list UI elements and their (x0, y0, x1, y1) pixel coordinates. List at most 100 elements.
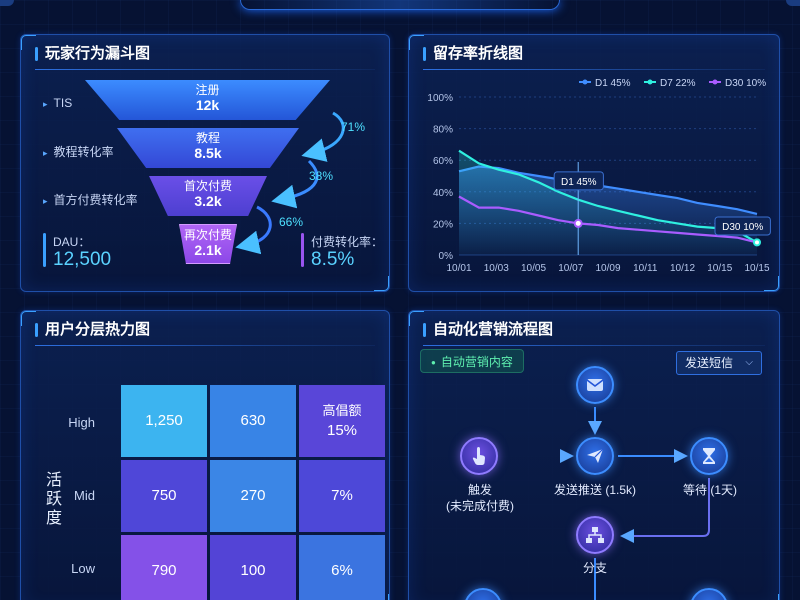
heatmap-cell-value: 790 (151, 562, 177, 579)
series-line-2 (458, 149, 758, 244)
stage-value: 8.5k (194, 145, 222, 161)
x-tick-label: 10/15 (744, 263, 769, 274)
heatmap-cell-value: 6% (331, 562, 353, 579)
pay-rate-label: 付费转化率： (311, 235, 384, 249)
heatmap-cell[interactable]: 高倡额 15% (299, 385, 385, 457)
trigger-node[interactable] (460, 437, 498, 475)
axis-char: 活 (45, 472, 62, 489)
send-icon (587, 448, 604, 463)
stage-name: 首次付费 (183, 179, 232, 193)
hand-pointer-icon (472, 447, 485, 465)
trigger-subtitle: (未完成付费) (446, 499, 514, 513)
row-label-mid: Mid (74, 488, 95, 503)
heatmap-cell[interactable]: 630 (210, 385, 296, 457)
trigger-label: 触发 (未完成付费) (430, 482, 530, 514)
dau-value: 12,500 (53, 249, 112, 270)
funnel-stage-first-pay[interactable]: 首次付费 3.2k (149, 176, 267, 216)
stage-name: 注册 (195, 83, 220, 97)
funnel-label-first-pay: 首方付费转化率 (43, 191, 138, 208)
action-select[interactable]: 发送短信 ⌵ (676, 351, 762, 375)
heatmap-cell[interactable]: 270 (210, 460, 296, 532)
stage-value: 12k (195, 97, 220, 113)
legend-dot (647, 79, 653, 85)
mail-node[interactable] (576, 366, 614, 404)
stage-value: 2.1k (194, 242, 222, 258)
retention-panel: 留存率折线图 0% 20% 40% 60% 80% 100% 10/01 10/03 10/05… (408, 34, 780, 292)
rate-tutorial-to-first-pay: 38% (309, 169, 334, 183)
title-divider (35, 345, 375, 346)
legend-dot (712, 79, 718, 85)
series-line-3 (458, 195, 758, 244)
branch-node[interactable] (576, 516, 614, 554)
row-label-high: High (68, 415, 95, 430)
flow-panel-title: 自动化营销流程图 (423, 319, 553, 341)
stage-value: 3.2k (194, 193, 222, 209)
x-tick-label: 10/05 (521, 263, 546, 274)
dau-label: DAU： (53, 235, 91, 249)
series-area (459, 150, 757, 255)
heatmap-cell-value: 270 (240, 487, 266, 504)
mail-icon (586, 379, 604, 391)
title-divider (35, 69, 375, 70)
wait-label: 等待 (1天) (682, 483, 737, 497)
heatmap-panel-title: 用户分层热力图 (35, 319, 150, 341)
heatmap-cell-value: 100 (240, 562, 266, 579)
annotation-d30: D30 10% (722, 222, 763, 233)
arrow-first-pay-to-repeat (235, 205, 272, 255)
legend-label: D30 10% (725, 78, 766, 89)
heatmap-cell-value: 1,250 (145, 412, 183, 429)
funnel-stage-repeat-pay[interactable]: 再次付费 2.1k (179, 224, 237, 264)
x-tick-label: 10/11 (633, 263, 658, 274)
annotation-d30-box (714, 216, 771, 236)
heatmap-cell[interactable]: 750 (121, 460, 207, 532)
chevron-down-icon: ⌵ (745, 357, 753, 368)
funnel-panel: 玩家行为漏斗图 TIS 教程转化率 首方付费转化率 注册 12k 教程 8.5k… (20, 34, 390, 292)
activity-axis-label: 活 跃 度 (45, 471, 63, 528)
legend-dot (582, 79, 588, 85)
heatmap-cell-sub: 15% (326, 422, 358, 439)
heatmap-cell[interactable]: 1,250 (121, 385, 207, 457)
data-point (573, 218, 583, 228)
retention-panel-title: 留存率折线图 (423, 43, 523, 65)
heatmap-cell[interactable]: 100 (210, 535, 296, 600)
auto-marketing-content-tag[interactable]: 自动营销内容 (420, 349, 524, 373)
legend-label: D1 45% (595, 78, 631, 89)
x-tick-label: 10/01 (446, 263, 471, 274)
y-tick-label: 60% (433, 156, 453, 167)
send-node[interactable] (576, 437, 614, 475)
x-tick-label: 10/15 (707, 263, 732, 274)
dau-accent-bar (43, 233, 46, 267)
y-tick-label: 40% (433, 188, 453, 199)
heatmap-cell-value: 750 (151, 487, 177, 504)
funnel-label-tis: TIS (43, 96, 73, 110)
branch-label: 分支 (582, 561, 607, 575)
header-right-ornament (786, 0, 800, 6)
pay-rate-value: 8.5% (311, 249, 355, 270)
heatmap-cell[interactable]: 6% (299, 535, 385, 600)
x-tick-label: 10/12 (670, 263, 695, 274)
funnel-stage-register[interactable]: 注册 12k (85, 80, 330, 120)
heatmap-cell-value: 高倡额 (322, 403, 362, 418)
stage-name: 再次付费 (183, 228, 232, 242)
annotation-d1-box (553, 171, 604, 191)
stage-name: 教程 (195, 131, 220, 145)
x-tick-label: 10/03 (484, 263, 509, 274)
y-tick-label: 80% (433, 125, 453, 136)
title-divider (423, 69, 765, 70)
data-point (753, 238, 761, 247)
rate-first-pay-to-repeat: 66% (279, 215, 304, 229)
y-tick-label: 20% (433, 219, 453, 230)
heatmap-cell[interactable]: 790 (121, 535, 207, 600)
heatmap-cell[interactable]: 7% (299, 460, 385, 532)
header-left-ornament (0, 0, 14, 6)
wait-node[interactable] (690, 437, 728, 475)
rate-register-to-tutorial: 71% (341, 120, 366, 134)
heatmap-cell-value: 7% (331, 487, 353, 504)
axis-char: 跃 (45, 491, 62, 508)
funnel-stage-tutorial[interactable]: 教程 8.5k (117, 128, 299, 168)
funnel-panel-title: 玩家行为漏斗图 (35, 43, 150, 65)
axis-char: 度 (45, 510, 62, 527)
action-select-value: 发送短信 (685, 356, 734, 370)
title-divider (423, 345, 765, 346)
heatmap-panel: 用户分层热力图 活 跃 度 High Mid Low 1,250 630 高倡额 15… (20, 310, 390, 600)
